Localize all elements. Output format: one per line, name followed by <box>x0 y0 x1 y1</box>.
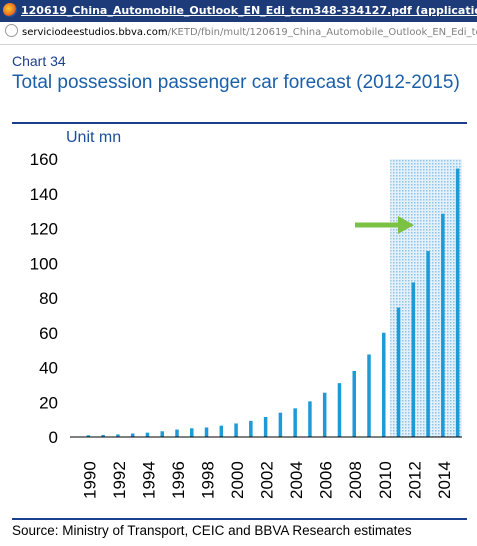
bar <box>352 370 356 437</box>
bar-chart: Unit mn 0 20 40 60 80 100 120 140 160 1990 1992 19… <box>30 129 462 499</box>
x-tick-label: 2008 <box>346 461 365 499</box>
browser-title-bar: 120619_China_Automobile_Outlook_EN_Edi_t… <box>0 0 477 22</box>
window-title: 120619_China_Automobile_Outlook_EN_Edi_t… <box>21 4 477 17</box>
y-tick-label: 140 <box>30 185 58 204</box>
bar <box>249 420 253 437</box>
bar <box>101 434 105 437</box>
y-tick-label: 20 <box>39 393 58 412</box>
x-tick-label: 2000 <box>228 461 247 499</box>
bar <box>204 427 209 437</box>
bar <box>322 392 327 437</box>
bar <box>234 423 238 437</box>
x-tick-label: 1998 <box>199 461 218 499</box>
bar <box>116 434 120 437</box>
x-tick-label: 2014 <box>435 461 454 499</box>
y-tick-label: 60 <box>39 324 58 343</box>
url-domain: serviciodeestudios.bbva.com <box>22 27 168 38</box>
bar <box>263 417 268 437</box>
x-tick-label: 2010 <box>376 461 395 499</box>
forecast-shade <box>390 159 462 437</box>
bar <box>175 429 179 437</box>
bar <box>190 428 194 437</box>
url-path: /KETD/fbin/mult/120619_China_Automobile_… <box>167 27 477 38</box>
bar <box>337 383 342 437</box>
bar <box>145 432 150 437</box>
bar <box>293 408 297 437</box>
bar <box>411 282 416 437</box>
bar <box>86 435 91 437</box>
y-tick-label: 120 <box>30 220 58 239</box>
y-axis-label: Unit mn <box>66 129 121 146</box>
bottom-divider <box>12 518 467 520</box>
bar <box>130 433 135 437</box>
bar <box>426 251 430 437</box>
bar <box>441 213 445 437</box>
source-note: Source: Ministry of Transport, CEIC and … <box>12 523 412 538</box>
x-tick-label: 2006 <box>317 461 336 499</box>
x-tick-label: 1996 <box>169 461 188 499</box>
x-tick-label: 1994 <box>139 461 158 499</box>
x-tick-label: 2012 <box>405 461 424 499</box>
y-tick-label: 0 <box>49 428 58 447</box>
bar <box>382 332 386 437</box>
address-bar[interactable]: serviciodeestudios.bbva.com/KETD/fbin/mu… <box>0 22 477 45</box>
bar <box>396 307 401 437</box>
x-tick-label: 1990 <box>80 461 99 499</box>
y-tick-label: 40 <box>39 359 58 378</box>
y-tick-label: 160 <box>30 150 58 169</box>
firefox-icon <box>3 3 17 17</box>
x-tick-label: 2002 <box>258 461 277 499</box>
chart-title: Total possession passenger car forecast … <box>12 72 460 93</box>
bar <box>367 354 371 437</box>
globe-icon <box>5 24 18 37</box>
top-divider <box>12 122 467 124</box>
bar <box>278 412 283 437</box>
y-tick-label: 80 <box>39 289 58 308</box>
x-tick-label: 2004 <box>287 461 306 499</box>
chart-number: Chart 34 <box>12 53 66 69</box>
forecast-arrow-icon <box>398 216 414 234</box>
bar <box>219 425 224 437</box>
bar <box>308 401 312 437</box>
bar <box>455 168 460 437</box>
bar <box>160 431 164 437</box>
y-tick-label: 100 <box>30 254 58 273</box>
x-tick-label: 1992 <box>110 461 129 499</box>
